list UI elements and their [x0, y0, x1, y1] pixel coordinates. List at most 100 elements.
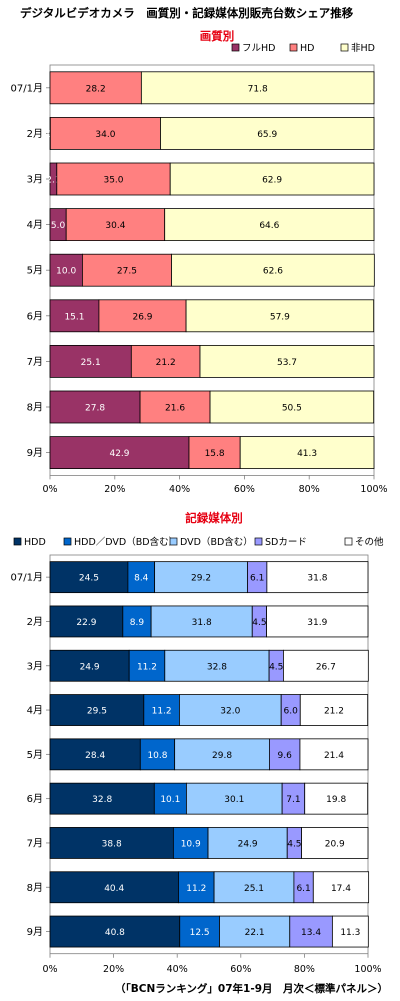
x-tick-label: 100% [360, 484, 387, 495]
bar-segment [153, 782, 187, 815]
data-label: 24.9 [238, 839, 258, 849]
x-tick-label: 80% [294, 964, 315, 975]
data-label: 25.1 [244, 884, 264, 894]
bar-segment [49, 117, 161, 150]
category-label: 9月 [27, 447, 43, 459]
bar-segment [239, 436, 375, 470]
data-label: 62.9 [262, 176, 282, 186]
data-label: 42.9 [109, 449, 129, 459]
data-label: 64.6 [259, 221, 279, 231]
data-label: 25.1 [81, 358, 101, 368]
bar-segment [283, 649, 369, 682]
bar-segment [49, 871, 179, 904]
data-label: 31.8 [192, 618, 212, 628]
bar-segment [49, 561, 129, 594]
bar-segment [174, 738, 270, 771]
category-label: 8月 [27, 402, 43, 414]
data-label: 15.8 [205, 449, 225, 459]
data-label: 24.5 [79, 574, 99, 584]
data-label: 11.2 [152, 707, 172, 717]
bar-segment [130, 344, 201, 378]
data-label: 32.8 [207, 662, 227, 672]
legend-label: HD [300, 43, 314, 54]
data-label: 22.1 [245, 928, 265, 938]
data-label: 21.2 [156, 358, 176, 368]
data-label: 34.0 [95, 130, 115, 140]
data-label: 8.4 [134, 574, 149, 584]
category-label: 4月 [27, 705, 43, 717]
footnote: （「BCNランキング」07年1-9月 月次＜標準パネル＞） [115, 982, 388, 995]
x-tick-label: 40% [167, 964, 188, 975]
category-label: 2月 [27, 616, 43, 628]
data-label: 21.6 [165, 404, 185, 414]
category-label: 3月 [27, 660, 43, 672]
legend-label: フルHD [242, 43, 275, 54]
category-label: 2月 [27, 128, 43, 140]
data-label: 29.5 [87, 707, 107, 717]
x-tick-label: 100% [354, 964, 381, 975]
data-label: 40.8 [105, 928, 125, 938]
bar-segment [56, 162, 171, 196]
x-tick-label: 20% [104, 484, 125, 495]
data-label: 7.1 [286, 795, 300, 805]
data-label: 65.9 [257, 130, 277, 140]
bar-segment [199, 344, 375, 378]
bar-segment [122, 605, 152, 638]
data-label: 8.9 [130, 618, 145, 628]
category-label: 6月 [27, 310, 43, 322]
data-label: 10.9 [181, 839, 201, 849]
bar-segment [49, 694, 145, 726]
data-label: 10.8 [147, 751, 167, 761]
x-tick-label: 0% [42, 484, 57, 495]
data-label: 50.5 [282, 404, 302, 414]
data-label: 31.8 [307, 574, 327, 584]
x-tick-label: 20% [103, 964, 124, 975]
bar-segment [49, 738, 141, 771]
x-tick-label: 80% [299, 484, 320, 495]
category-label: 5月 [27, 749, 43, 761]
bar-segment [49, 299, 100, 333]
bar-segment [171, 253, 375, 287]
legend-label: HDD／DVD（BD含む） [74, 536, 178, 548]
category-label: 4月 [27, 219, 43, 231]
bar-segment [140, 71, 375, 105]
data-label: 9.6 [278, 751, 293, 761]
category-label: 7月 [27, 356, 43, 368]
bar-segment [331, 915, 369, 948]
bar-segment [188, 436, 241, 470]
bar-segment [127, 561, 156, 594]
legend-label: SDカード [265, 537, 307, 548]
category-label: 7月 [27, 837, 43, 849]
bar-segment [179, 694, 282, 726]
category-label: 8月 [27, 882, 43, 894]
chart-title: 記録媒体別 [185, 511, 243, 525]
bar-segment [289, 915, 333, 948]
x-tick-label: 60% [234, 484, 255, 495]
data-label: 21.4 [324, 751, 344, 761]
data-label: 26.9 [132, 312, 152, 322]
data-label: 40.4 [104, 884, 124, 894]
bar-segment [179, 915, 220, 948]
data-label: 5.0 [51, 221, 66, 231]
data-label: 57.9 [270, 312, 290, 322]
bar-segment [128, 649, 166, 682]
bar-segment [299, 694, 369, 726]
data-label: 4.5 [252, 618, 266, 628]
bar-segment [219, 915, 291, 948]
legend-swatch [289, 43, 298, 52]
data-label: 15.1 [64, 312, 84, 322]
bar-segment [299, 738, 369, 771]
category-label: 07/1月 [11, 82, 43, 94]
data-label: 13.4 [301, 928, 321, 938]
data-label: 24.9 [80, 662, 100, 672]
bar-segment [49, 344, 132, 378]
bar-segment [49, 390, 141, 424]
category-label: 5月 [27, 265, 43, 277]
bar-segment [312, 871, 370, 904]
legend-swatch [231, 43, 240, 52]
bar-segment [49, 605, 124, 638]
data-label: 29.2 [191, 574, 211, 584]
data-label: 71.8 [248, 84, 268, 94]
bar-segment [150, 605, 253, 638]
